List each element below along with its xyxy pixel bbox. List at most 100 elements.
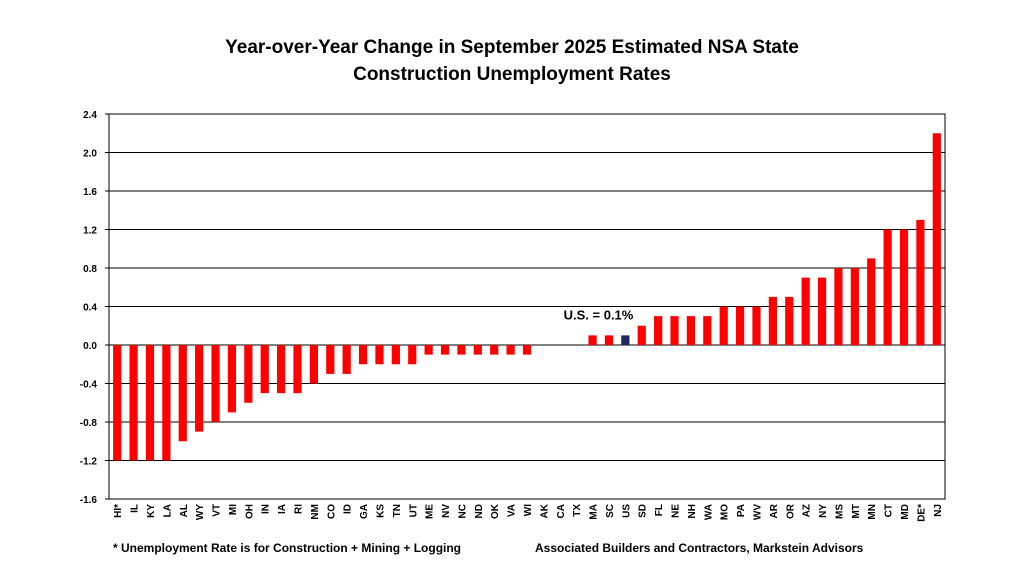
y-tick-label: 1.2 <box>83 226 97 237</box>
x-tick-label: MI <box>228 504 239 515</box>
chart-title-line-2: Construction Unemployment Rates <box>353 64 671 85</box>
x-tick-label: SD <box>638 504 649 518</box>
y-tick-label: 2.0 <box>83 149 97 160</box>
x-tick-label: SC <box>605 504 616 518</box>
bar-ne <box>670 316 679 345</box>
bar-mn <box>867 258 876 345</box>
bar-tn <box>391 345 400 365</box>
x-tick-label: MN <box>867 504 878 520</box>
y-tick-label: -1.2 <box>80 457 98 468</box>
y-tick-label: 1.6 <box>83 187 97 198</box>
y-tick-label: 0.4 <box>83 303 97 314</box>
bar-az <box>801 277 810 345</box>
bar-ga <box>358 345 368 365</box>
x-tick-label: WY <box>195 504 206 520</box>
x-tick-label: US <box>621 504 632 518</box>
x-tick-label: AR <box>769 503 780 518</box>
bar-mo <box>719 306 728 345</box>
bar-us <box>621 335 630 345</box>
bar-hi <box>113 345 122 461</box>
bar-me <box>424 345 433 355</box>
bar-nv <box>440 345 450 355</box>
bar-ny <box>817 277 827 345</box>
x-tick-label: ND <box>474 504 485 518</box>
bar-ks <box>375 345 384 365</box>
y-tick-label: -1.6 <box>80 495 98 506</box>
bar-wi <box>522 345 532 355</box>
bar-ct <box>883 229 892 345</box>
bar-wa <box>703 316 712 345</box>
bar-il <box>129 345 138 461</box>
bar-mi <box>227 345 237 413</box>
x-tick-label: AZ <box>802 504 813 517</box>
bar-ok <box>490 345 499 355</box>
bar-pa <box>736 306 745 345</box>
bar-ri <box>293 345 302 394</box>
x-tick-label: MA <box>589 504 600 520</box>
y-tick-label: -0.8 <box>80 418 98 429</box>
bar-al <box>178 345 187 442</box>
x-tick-label: CO <box>326 504 337 519</box>
x-tick-label: KY <box>146 504 157 518</box>
bar-sc <box>604 335 614 345</box>
bar-fl <box>654 316 663 345</box>
bar-nh <box>686 316 696 345</box>
bar-ia <box>277 345 286 394</box>
x-tick-label: AK <box>539 503 550 518</box>
bar-ms <box>834 268 843 345</box>
x-tick-label: VT <box>212 504 223 517</box>
x-tick-label: KS <box>375 504 386 518</box>
y-tick-label: -0.4 <box>80 380 98 391</box>
bar-nc <box>457 345 466 355</box>
bar-co <box>326 345 335 374</box>
bar-ar <box>768 296 777 345</box>
bar-ut <box>408 345 417 365</box>
x-tick-label: ID <box>343 504 354 514</box>
x-tick-label: NE <box>671 504 682 518</box>
x-tick-label: WI <box>523 504 534 516</box>
x-tick-label: CT <box>884 504 895 517</box>
x-tick-label: IN <box>261 504 272 514</box>
bar-oh <box>244 345 253 403</box>
y-tick-label: 2.4 <box>83 110 97 121</box>
x-tick-label: NV <box>441 504 452 518</box>
bar-in <box>260 345 269 394</box>
bar-md <box>899 229 909 345</box>
x-tick-label: PA <box>736 504 747 517</box>
x-tick-label: AL <box>179 504 190 517</box>
x-tick-label: WA <box>703 504 714 520</box>
bar-wy <box>195 345 204 432</box>
x-tick-label: NY <box>818 504 829 518</box>
bar-ma <box>588 335 597 345</box>
bar-de <box>916 219 925 345</box>
x-tick-label: RI <box>294 504 305 514</box>
x-tick-label: WV <box>752 504 763 520</box>
x-tick-label: NC <box>457 504 468 518</box>
y-tick-label: 0.0 <box>83 341 97 352</box>
bar-or <box>785 296 794 345</box>
x-tick-label: HI* <box>113 504 124 518</box>
source-credit: Associated Builders and Contractors, Mar… <box>535 541 864 555</box>
x-tick-label: MS <box>834 504 845 519</box>
bar-sd <box>637 325 646 345</box>
x-tick-label: VA <box>507 504 518 517</box>
bar-vt <box>211 345 220 422</box>
bar-nd <box>473 345 482 355</box>
bar-nj <box>932 133 941 345</box>
x-tick-label: GA <box>359 504 370 519</box>
x-tick-label: CA <box>556 504 567 518</box>
bar-ky <box>145 345 155 461</box>
x-tick-label: LA <box>162 504 173 517</box>
x-tick-label: IL <box>130 504 141 513</box>
x-tick-label: TN <box>392 504 403 517</box>
x-tick-label: NH <box>687 504 698 518</box>
us-annotation: U.S. = 0.1% <box>564 307 634 322</box>
x-tick-label: FL <box>654 504 665 516</box>
x-tick-label: OK <box>490 503 501 519</box>
x-tick-label: ME <box>425 504 436 519</box>
bar-nm <box>309 345 318 384</box>
x-tick-label: TX <box>572 504 583 517</box>
y-tick-label: 0.8 <box>83 264 97 275</box>
chart-title: Year-over-Year Change in September 2025 … <box>0 34 1024 88</box>
